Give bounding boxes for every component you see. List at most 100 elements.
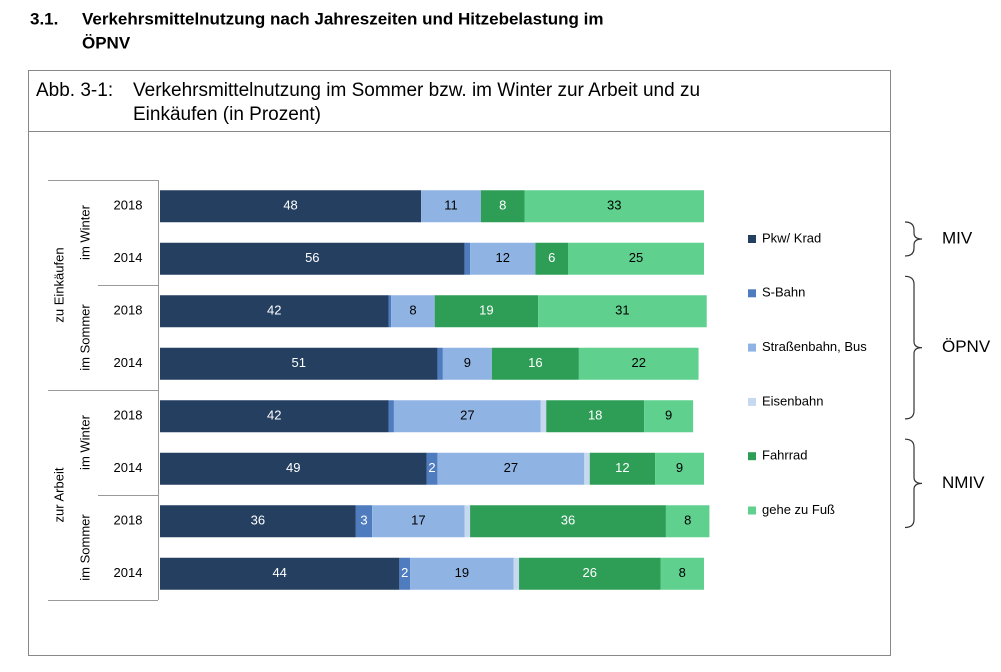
bar-segment: [388, 400, 394, 433]
bar-segment: [410, 557, 514, 590]
bar-segment: [464, 242, 471, 275]
y-tick-label: 2018: [114, 408, 143, 423]
bar-segment: [524, 190, 704, 223]
data-label: 51: [291, 355, 305, 370]
data-label: 2: [401, 565, 408, 580]
legend-bracket: [904, 275, 923, 420]
legend-bracket: [904, 438, 923, 529]
bar-segment: [393, 400, 541, 433]
group-label: zu Einkäufen: [51, 247, 66, 322]
bar-segment: [568, 242, 704, 275]
legend-label: Eisenbahn: [762, 393, 823, 408]
data-label: 9: [665, 408, 672, 423]
legend-swatch: [748, 343, 756, 352]
data-label: 44: [272, 565, 286, 580]
bar-segment: [421, 190, 481, 223]
bar-segment: [464, 505, 471, 538]
heading-line: ÖPNV: [82, 33, 131, 52]
y-tick-label: 2018: [114, 198, 143, 213]
data-label: 8: [499, 198, 506, 213]
bar-segment: [546, 400, 645, 433]
legend-label: S-Bahn: [762, 285, 805, 300]
y-tick-label: 2014: [114, 250, 143, 265]
subgroup-label: im Sommer: [77, 304, 92, 371]
bar-segment: [160, 557, 400, 590]
legend-swatch: [748, 397, 756, 406]
bar-segment: [355, 505, 373, 538]
data-label: 8: [409, 303, 416, 318]
bar-segment: [160, 505, 356, 538]
bar-segment: [160, 242, 465, 275]
bar-segment: [470, 242, 536, 275]
y-tick-label: 2018: [114, 513, 143, 528]
legend-swatch: [748, 289, 756, 298]
subgroup-label: im Winter: [77, 204, 92, 260]
data-label: 19: [455, 565, 469, 580]
bar-segment: [437, 347, 443, 380]
bar-segment: [388, 295, 392, 328]
y-tick-label: 2014: [114, 460, 143, 475]
data-label: 19: [479, 303, 493, 318]
bar-segment: [480, 190, 525, 223]
bar-segment: [160, 295, 389, 328]
bar-segment: [160, 190, 422, 223]
y-tick-label: 2014: [114, 565, 143, 580]
data-label: 18: [588, 408, 602, 423]
data-label: 22: [631, 355, 645, 370]
bar-segment: [578, 347, 699, 380]
data-label: 8: [684, 513, 691, 528]
mode-group-label: NMIV: [942, 473, 985, 492]
y-tick-label: 2014: [114, 355, 143, 370]
bar-segment: [491, 347, 579, 380]
legend-label: Pkw/ Krad: [762, 230, 821, 245]
data-label: 42: [267, 408, 281, 423]
data-label: 3: [360, 513, 367, 528]
bar-segment: [519, 557, 661, 590]
heading-number: 3.1.: [30, 9, 58, 28]
bar-segment: [513, 557, 520, 590]
bar-segment: [644, 400, 694, 433]
legend-label: Straßenbahn, Bus: [762, 339, 867, 354]
caption-line: Verkehrsmittelnutzung im Sommer bzw. im …: [133, 80, 700, 101]
bar-segment: [584, 452, 590, 485]
legend-swatch: [748, 235, 756, 243]
data-label: 12: [615, 460, 629, 475]
data-label: 42: [267, 303, 281, 318]
data-label: 48: [283, 198, 297, 213]
bar-segment: [540, 400, 547, 433]
data-label: 36: [561, 513, 575, 528]
bar-segment: [538, 295, 707, 328]
bar-segment: [426, 452, 438, 485]
legend-swatch: [748, 506, 756, 515]
data-label: 8: [679, 565, 686, 580]
data-label: 26: [583, 565, 597, 580]
subgroup-label: im Sommer: [77, 514, 92, 581]
bar-segment: [391, 295, 435, 328]
legend-label: gehe zu Fuß: [762, 502, 835, 517]
group-label: zur Arbeit: [51, 467, 66, 522]
data-label: 9: [676, 460, 683, 475]
caption-line: Einkäufen (in Prozent): [133, 104, 321, 125]
y-tick-label: 2018: [114, 303, 143, 318]
data-label: 25: [629, 250, 643, 265]
legend-bracket: [904, 221, 923, 257]
category-table: [48, 180, 159, 601]
data-label: 49: [286, 460, 300, 475]
bar-segment: [442, 347, 492, 380]
bar-segment: [437, 452, 585, 485]
bar-segment: [160, 400, 389, 433]
bar-segment: [399, 557, 411, 590]
bar-segment: [160, 452, 427, 485]
data-label: 56: [305, 250, 319, 265]
bar-segment: [655, 452, 704, 485]
data-label: 36: [251, 513, 265, 528]
heading-line: Verkehrsmittelnutzung nach Jahreszeiten …: [82, 9, 603, 28]
mode-group-label: ÖPNV: [942, 337, 991, 356]
data-label: 16: [528, 355, 542, 370]
bar-segment: [434, 295, 539, 328]
figure-frame: [28, 70, 891, 656]
legend-label: Fahrrad: [762, 448, 808, 463]
subgroup-label: im Winter: [77, 414, 92, 470]
data-label: 33: [607, 198, 621, 213]
